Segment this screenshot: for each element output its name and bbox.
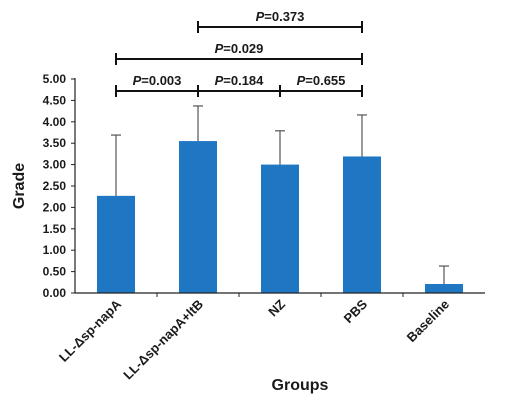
p-value-label: P=0.655 [297,73,346,88]
y-tick-label: 1.00 [43,243,67,257]
y-tick-label: 1.50 [43,222,67,236]
bars [97,141,463,293]
y-tick-label: 4.00 [43,115,67,129]
bar [179,141,217,293]
y-tick-label: 4.50 [43,93,67,107]
y-tick-label: 2.00 [43,200,67,214]
p-value-label: P=0.029 [215,41,264,56]
y-tick-label: 5.00 [43,72,67,86]
x-tick-label: LL-Δsp-napA+ltB [120,297,206,383]
y-tick-label: 2.50 [43,179,67,193]
x-axis-title: Groups [272,377,329,394]
p-value: =0.184 [223,73,264,88]
y-tick-label: 0.00 [43,286,67,300]
p-symbol: P [215,73,224,88]
p-symbol: P [297,73,306,88]
y-axis-title: Grade [11,163,28,209]
error-bars [111,105,449,285]
bar [425,284,463,293]
bar [343,156,381,293]
y-ticks: 0.00 0.50 1.00 1.50 2.00 2.50 3.00 3.50 4.00 4.50… [43,72,75,300]
p-value-label: P=0.373 [256,9,305,24]
x-tick-label: Baseline [404,297,452,345]
x-tick-label: PBS [341,296,371,326]
p-value-label: P=0.003 [133,73,182,88]
p-value-label: P=0.184 [215,73,265,88]
p-value: =0.003 [141,73,181,88]
bar [261,164,299,293]
y-tick-label: 3.50 [43,136,67,150]
p-symbol: P [215,41,224,56]
p-value: =0.029 [223,41,263,56]
x-tick-label: NZ [265,296,288,319]
bar [97,195,135,293]
p-value: =0.373 [264,9,304,24]
p-symbol: P [133,73,142,88]
p-symbol: P [256,9,265,24]
x-tick-label: LL-Δsp-napA [56,296,125,365]
y-tick-label: 0.50 [43,265,67,279]
p-value: =0.655 [305,73,345,88]
y-tick-label: 3.00 [43,158,67,172]
